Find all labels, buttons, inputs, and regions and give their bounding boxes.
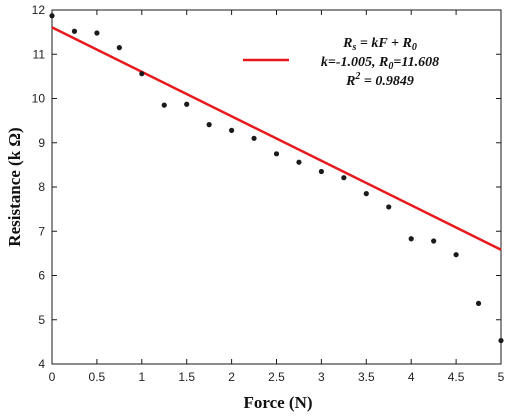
data-point [408,236,414,242]
x-tick-label: 1.5 [178,370,195,384]
legend-r2-value: = 0.9849 [360,74,413,89]
data-point [206,122,212,128]
y-tick-label: 4 [38,357,45,371]
data-point [273,151,280,157]
legend: Rs = kF + R0 k=-1.005, R0=11.608 R2 = 0.… [243,36,439,89]
data-point [139,71,145,77]
data-point [363,191,369,197]
x-axis-ticks: 0 0.5 1 1.5 2 2.5 3 3.5 4 4.5 5 [49,10,505,384]
y-tick-label: 12 [32,3,46,17]
legend-params-b: =11.608 [393,55,439,70]
legend-r2: R2 = 0.9849 [345,71,414,89]
data-point [94,30,100,36]
data-point [184,101,190,107]
legend-r2-sup: 2 [354,71,360,82]
x-tick-label: 4 [408,370,415,384]
x-tick-label: 0.5 [89,370,106,384]
x-tick-label: 3 [318,370,325,384]
data-points [49,13,504,344]
regression-line [51,26,502,251]
x-tick-label: 4.5 [448,370,465,384]
data-point [49,13,55,19]
y-axis-title: Resistance (k Ω) [5,127,24,246]
y-tick-label: 11 [33,47,46,61]
x-axis-title: Force (N) [243,393,312,412]
x-tick-label: 0 [49,370,56,384]
y-axis-ticks: 4 5 6 7 8 9 10 11 12 [32,3,501,371]
y-tick-label: 9 [38,136,45,150]
y-tick-label: 5 [38,313,45,327]
legend-eq-rhs-sub: 0 [412,42,417,53]
legend-params: k=-1.005, R0=11.608 [321,55,439,72]
data-point [498,337,504,344]
legend-params-a: k=-1.005, R [321,55,388,70]
legend-r2-base: R [345,74,355,89]
data-point [116,45,122,51]
x-tick-label: 2 [228,370,235,384]
data-point [296,159,302,165]
legend-params-sub: 0 [388,61,393,72]
x-tick-label: 2.5 [268,370,285,384]
legend-equation: Rs = kF + R0 [342,36,417,53]
data-point [318,168,324,175]
x-tick-label: 3.5 [358,370,375,384]
x-tick-label: 5 [498,370,505,384]
legend-eq-rhs: = kF + R [356,36,411,51]
data-point [251,135,257,141]
y-tick-label: 7 [38,224,45,238]
y-tick-label: 8 [38,180,45,194]
data-point [386,204,392,210]
legend-eq-lhs: R [342,36,352,51]
y-tick-label: 10 [32,92,46,106]
data-point [71,28,78,34]
plot-area-frame [51,9,502,365]
data-point [229,127,235,133]
data-point [341,175,347,181]
legend-eq-lhs-sub: s [352,42,357,53]
x-tick-label: 1 [138,370,145,384]
data-point [431,238,437,244]
data-point [161,102,167,108]
data-point [453,252,459,258]
y-tick-label: 6 [38,269,45,283]
data-point [475,300,482,306]
